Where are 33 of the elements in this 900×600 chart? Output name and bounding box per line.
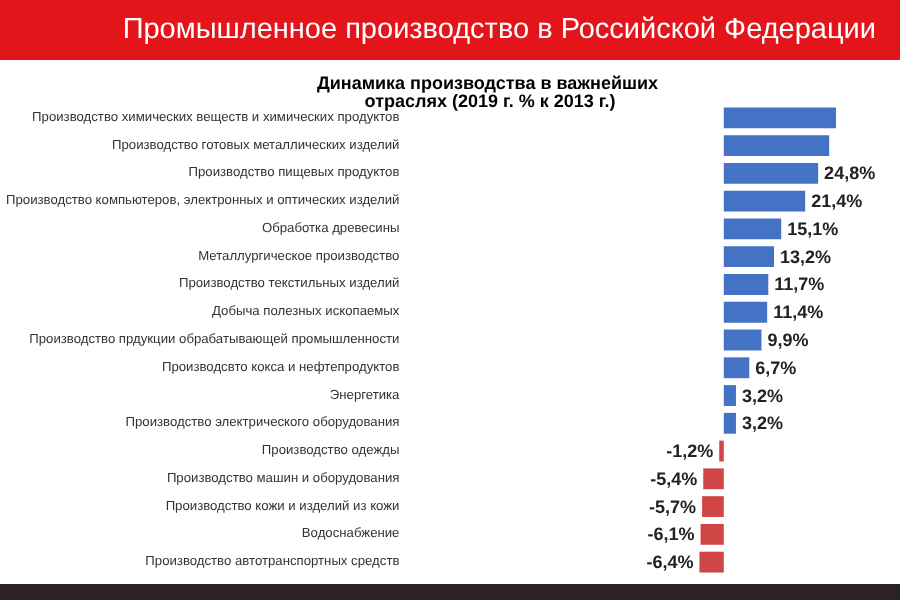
bar [723, 190, 806, 212]
bar [700, 523, 724, 545]
data-label: 3,2% [741, 385, 783, 406]
data-label: 3,2% [741, 413, 783, 434]
bar [723, 301, 768, 323]
chart-title: Промышленное производство в Российской Федерации [0, 0, 900, 60]
bar [723, 163, 819, 184]
data-label: 9,9% [767, 330, 809, 350]
data-label: -6,1% [647, 524, 695, 545]
bar [723, 135, 830, 157]
bar [723, 412, 736, 434]
data-label: 21,4% [811, 191, 863, 212]
data-label: 13,2% [780, 246, 832, 267]
text: Динамика производства в важнейших отраслях (2019 г. % к 2013 г.) [316, 73, 664, 111]
bar [702, 496, 724, 517]
bar [723, 329, 762, 351]
bar [723, 218, 782, 240]
bar [723, 385, 736, 406]
data-label: 11,4% [773, 302, 824, 323]
data-label: 11,7% [774, 274, 825, 295]
data-label: -5,7% [649, 496, 697, 517]
data-label: -1,2% [666, 441, 714, 462]
bar [723, 107, 836, 129]
data-label: 15,1% [787, 218, 839, 239]
bar [723, 357, 750, 379]
data-label: 6,7% [755, 357, 797, 378]
bar [703, 468, 724, 490]
data-label: -5,4% [650, 468, 698, 489]
bar [699, 551, 724, 573]
data-label: -6,4% [646, 552, 694, 573]
bar [723, 246, 774, 268]
data-label: 24,8% [824, 163, 876, 184]
bar [723, 274, 769, 295]
